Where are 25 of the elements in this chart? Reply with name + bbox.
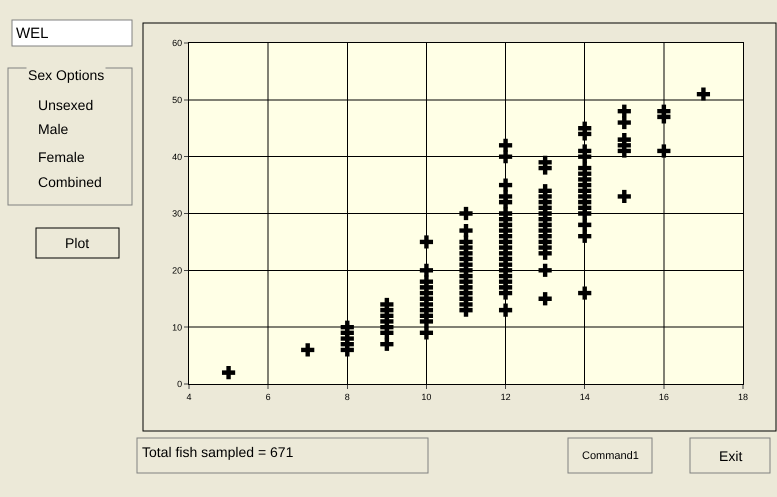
y-tick-label: 30 bbox=[172, 208, 182, 219]
y-tick-label: 40 bbox=[172, 152, 182, 162]
y-tick-label: 60 bbox=[172, 38, 182, 48]
x-tick-label: 16 bbox=[658, 392, 669, 402]
text: Exit bbox=[719, 448, 742, 464]
y-tick-label: 10 bbox=[172, 322, 182, 332]
text: Unsexed bbox=[38, 97, 94, 113]
text: Combined bbox=[38, 174, 102, 190]
y-tick-label: 0 bbox=[177, 379, 182, 390]
text: Sex Options bbox=[28, 67, 104, 83]
y-tick-label: 20 bbox=[172, 265, 182, 276]
x-tick-label: 8 bbox=[344, 392, 350, 402]
text: Male bbox=[38, 121, 69, 137]
y-tick-label: 50 bbox=[172, 94, 182, 105]
text: WEL bbox=[16, 25, 49, 42]
x-tick-label: 4 bbox=[186, 392, 192, 402]
text: Command1 bbox=[582, 450, 639, 462]
x-tick-label: 12 bbox=[500, 392, 511, 402]
text: Plot bbox=[65, 235, 90, 251]
x-tick-label: 14 bbox=[580, 392, 590, 402]
text: Female bbox=[38, 149, 85, 165]
x-tick-label: 6 bbox=[266, 392, 271, 402]
x-tick-label: 10 bbox=[421, 392, 432, 402]
x-tick-label: 18 bbox=[738, 392, 748, 402]
text: Total fish sampled = 671 bbox=[142, 444, 294, 460]
